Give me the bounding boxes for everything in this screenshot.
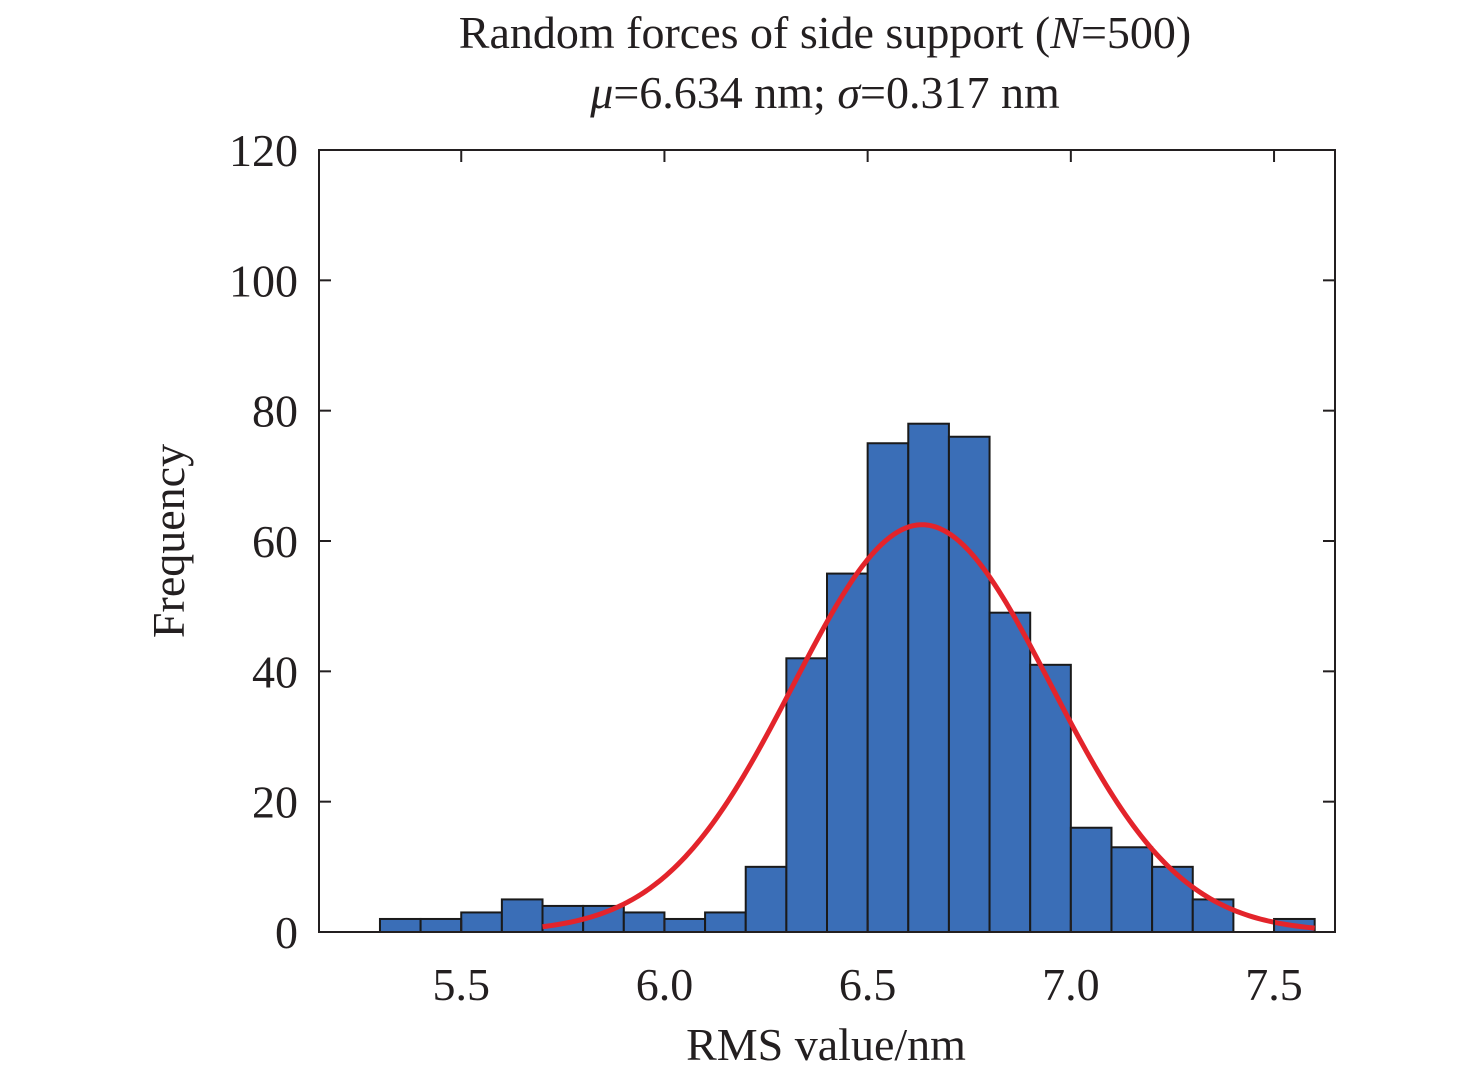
subtitle-mu-text: =6.634 nm; <box>613 67 837 118</box>
histogram-bar <box>704 911 747 934</box>
normal-fit-curve <box>542 522 1315 931</box>
y-tick-label: 100 <box>229 255 298 306</box>
x-tick-label: 6.0 <box>636 959 694 1010</box>
histogram-bar <box>907 422 950 933</box>
chart-title: Random forces of side support (N=500) <box>459 7 1191 58</box>
histogram-bar <box>460 911 503 934</box>
histogram-bar <box>1151 865 1194 933</box>
histogram-bar <box>1029 663 1072 933</box>
histogram-bar <box>988 611 1032 934</box>
y-tick-label: 40 <box>252 646 298 697</box>
x-tick-label: 5.5 <box>432 959 490 1010</box>
subtitle-sigma-text: =0.317 nm <box>860 67 1060 118</box>
histogram-bar <box>419 917 463 934</box>
histogram-bar <box>744 865 788 933</box>
histogram-bar <box>866 442 910 933</box>
histogram-bar <box>378 917 422 934</box>
y-axis-label: Frequency <box>143 444 194 638</box>
y-tick-label: 60 <box>252 516 298 567</box>
histogram-bar <box>1069 826 1113 934</box>
x-tick-label: 7.0 <box>1042 959 1100 1010</box>
y-tick-label: 20 <box>252 777 298 828</box>
histogram-bar <box>663 917 707 934</box>
histogram-bar <box>826 572 869 933</box>
chart-title-n-symbol: N <box>1049 7 1083 58</box>
histogram-bar <box>500 898 544 934</box>
y-tick-label: 0 <box>275 907 298 958</box>
fit-line <box>542 522 1315 931</box>
y-tick-label: 120 <box>229 125 298 176</box>
x-tick-label: 7.5 <box>1245 959 1303 1010</box>
histogram-bar <box>785 657 828 933</box>
histogram-bars <box>378 422 1316 934</box>
axis-ticks: 5.5 6.0 6.5 7.0 7.5 0 20 40 60 80 100 120 <box>229 125 1335 1010</box>
subtitle-sigma-symbol: σ <box>837 67 862 118</box>
x-tick-label: 6.5 <box>839 959 897 1010</box>
chart-title-suffix: =500) <box>1081 7 1191 58</box>
x-axis-label: RMS value/nm <box>686 1019 966 1070</box>
histogram-bar <box>1110 846 1154 933</box>
y-tick-label: 80 <box>252 386 298 437</box>
histogram-bar <box>947 435 991 933</box>
histogram-bar <box>622 911 666 934</box>
chart-title-prefix: Random forces of side support ( <box>459 7 1051 58</box>
histogram-bar <box>1191 898 1235 934</box>
chart-subtitle: μ=6.634 nm; σ=0.317 nm <box>589 67 1060 118</box>
subtitle-mu-symbol: μ <box>589 67 613 118</box>
